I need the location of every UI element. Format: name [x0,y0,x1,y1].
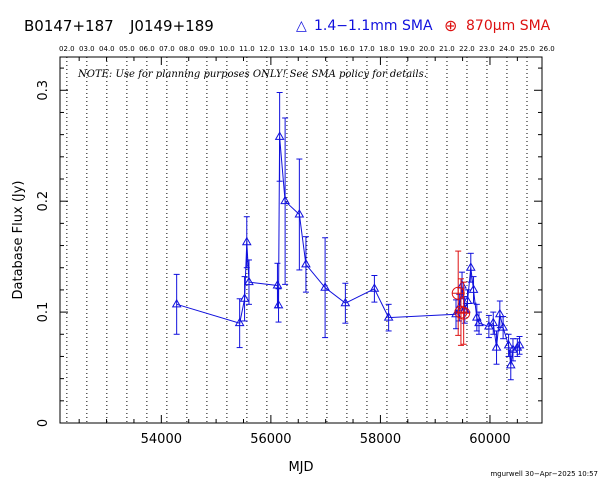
triangle-marker [301,258,311,268]
triangle-marker [294,208,305,218]
alt-source-name: J0149+189 [129,17,214,35]
triangle-marker [514,339,525,349]
triangle-marker [273,299,284,309]
series-1 [451,250,471,346]
year-tick-label: 09.0 [199,45,215,53]
triangle-marker [280,195,290,205]
year-tick-label: 06.0 [139,45,155,53]
year-tick-label: 03.0 [79,45,95,53]
year-tick-label: 08.0 [179,45,195,53]
triangle-marker [468,284,479,293]
year-tick-label: 14.0 [299,45,315,53]
year-tick-label: 22.0 [459,45,475,53]
year-tick-label: 12.0 [259,45,275,53]
legend-red-label: 870µm SMA [466,18,551,34]
year-tick-label: 17.0 [359,45,375,53]
triangle-marker [508,344,518,353]
y-tick-label: 0 [36,419,51,427]
x-tick-label: 54000 [141,432,182,447]
triangle-marker [491,342,502,351]
triangle-marker [241,236,252,246]
x-tick-label: 56000 [250,432,291,447]
year-tick-label: 10.0 [219,45,235,53]
y-axis: 0 0.1 0.2 0.3 [36,67,542,427]
y-tick-label: 0.2 [36,191,51,212]
year-tick-label: 25.0 [519,45,535,53]
year-tick-label: 02.0 [59,45,75,53]
source-name: B0147+187 [24,17,114,35]
triangle-marker [498,322,508,331]
series-line [176,136,520,366]
triangle-marker [244,276,254,286]
y-tick-label: 0.3 [36,80,51,101]
year-tick-label: 18.0 [379,45,395,53]
year-tick-label: 04.0 [99,45,115,53]
planning-note: NOTE: Use for planning purposes ONLY! Se… [77,69,427,80]
triangle-marker [465,262,476,271]
triangle-marker [272,279,283,289]
y-tick-label: 0.1 [36,302,51,323]
triangle-marker [383,312,394,321]
x-axis: 54000 56000 58000 60000 [78,57,518,447]
plot-frame [59,56,543,424]
triangle-marker [488,317,499,327]
triangle-marker [474,317,484,327]
triangle-marker [462,295,473,304]
series-layer [171,91,525,381]
year-tick-label: 19.0 [399,45,415,53]
x-tick-label: 58000 [360,432,401,447]
triangle-marker [503,339,514,349]
series-0 [171,91,525,381]
year-tick-label: 15.0 [319,45,335,53]
year-tick-label: 07.0 [159,45,175,53]
triangle-marker [505,359,516,369]
x-tick-label: 60000 [469,432,510,447]
triangle-marker [274,131,285,140]
year-tick-label: 24.0 [499,45,515,53]
footer-credit: mgurwell 30−Apr−2025 10:57 [490,470,598,478]
y-axis-label: Database Flux (Jy) [11,181,26,300]
year-tick-label: 05.0 [119,45,135,53]
year-tick-label: 11.0 [239,45,255,53]
triangle-marker [494,308,505,318]
year-tick-label: 23.0 [479,45,495,53]
legend-circle-plus-icon: ⊕ [444,16,457,35]
triangle-marker [320,282,330,291]
legend-triangle-icon: △ [296,18,307,34]
triangle-marker [369,283,380,292]
year-tick-label: 13.0 [279,45,295,53]
year-tick-label: 16.0 [339,45,355,53]
legend-blue-label: 1.4−1.1mm SMA [314,18,433,34]
x-axis-label: MJD [288,460,313,475]
triangle-marker [234,317,245,327]
triangle-marker [239,293,250,302]
triangle-marker [340,297,351,307]
triangle-marker [171,298,182,308]
year-tick-label: 26.0 [539,45,555,53]
year-tick-label: 20.0 [419,45,435,53]
year-axis: 02.0 03.0 04.0 05.0 06.0 07.0 08.0 09.0 10.0 11.0… [59,45,555,53]
year-tick-label: 21.0 [439,45,455,53]
year-gridlines [66,57,528,423]
